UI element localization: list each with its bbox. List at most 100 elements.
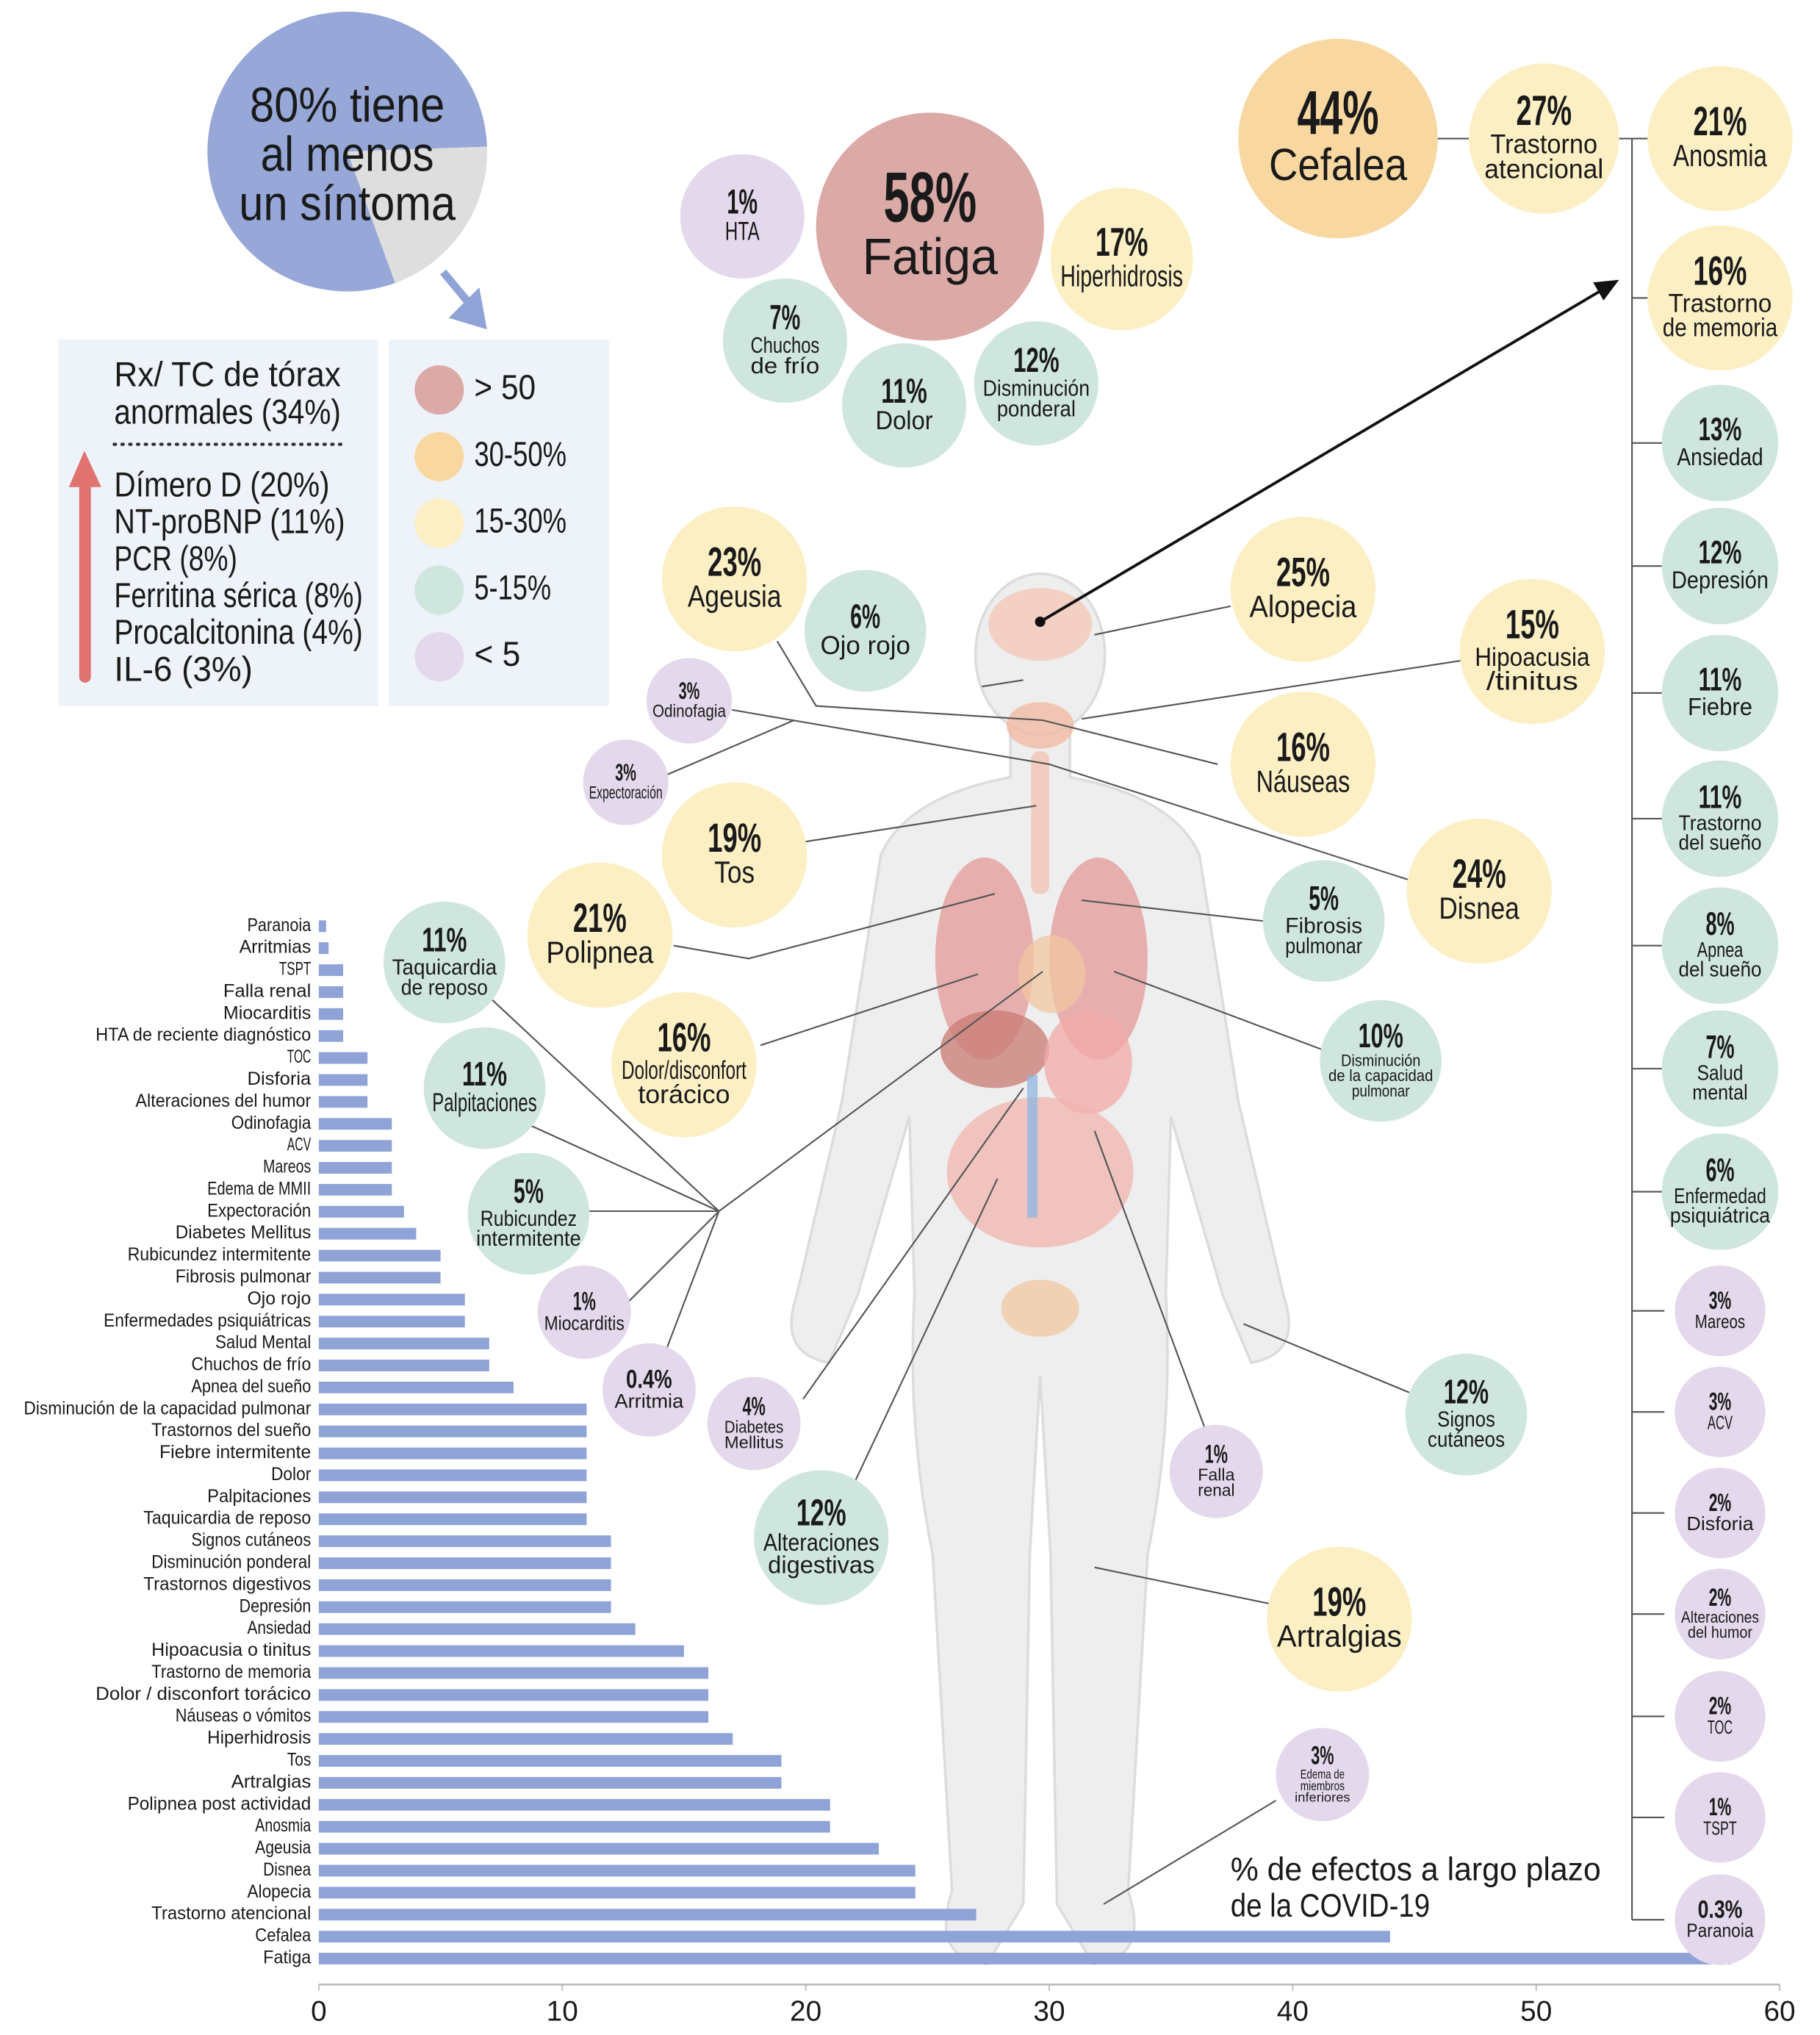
bubble-label: psiquiátrica <box>1670 1204 1771 1227</box>
bubble-label: inferiores <box>1295 1790 1350 1805</box>
bubble-label: intermitente <box>476 1227 580 1251</box>
bar <box>319 964 343 976</box>
bar <box>319 1250 441 1262</box>
bar <box>319 1316 465 1327</box>
legend-label: 30-50% <box>474 435 566 474</box>
bubble-label: /tinitus <box>1486 667 1578 696</box>
bar <box>319 1668 708 1679</box>
bubble-percent: 7% <box>770 298 801 337</box>
organ <box>1031 751 1049 894</box>
lab-item: Procalcitonina (4%) <box>114 613 362 652</box>
bar-label: Edema de MMII <box>207 1179 311 1199</box>
bar <box>319 1887 916 1898</box>
bar-label: Trastornos del sueño <box>151 1421 311 1440</box>
bar-label: Ansiedad <box>247 1618 311 1638</box>
bar <box>319 1426 586 1438</box>
bar <box>319 1755 782 1767</box>
bubble-label: renal <box>1198 1481 1234 1500</box>
bubble-label: Náuseas <box>1256 764 1350 798</box>
bubble-label: Cefalea <box>1269 140 1407 190</box>
bar-label: Salud Mental <box>215 1333 311 1353</box>
bar-label: Fibrosis pulmonar <box>176 1267 312 1287</box>
body-silhouette <box>791 719 1289 1964</box>
bubble-percent: 16% <box>657 1015 711 1060</box>
bar <box>319 1843 879 1855</box>
bar <box>319 1711 708 1723</box>
pointer-dot <box>1035 617 1046 627</box>
bar-label: Disminución de la capacidad pulmonar <box>24 1399 311 1418</box>
body-figure <box>791 574 1289 1964</box>
bubble-label: TSPT <box>1703 1818 1737 1839</box>
bubble-label: Paranoia <box>1686 1921 1754 1942</box>
bubble-percent: 44% <box>1297 79 1378 148</box>
bubble-percent: 58% <box>883 159 976 237</box>
bar <box>319 1470 586 1482</box>
bar-label: Palpitaciones <box>207 1487 311 1507</box>
bubble-percent: 5% <box>1309 879 1339 917</box>
bubble-percent: 23% <box>708 539 761 584</box>
bar-label: Ageusia <box>255 1838 311 1858</box>
bubble-label: de frío <box>751 353 820 378</box>
bar-label: Depresión <box>240 1596 312 1616</box>
bubble-label: Ageusia <box>688 578 782 613</box>
bubble-percent: 10% <box>1359 1016 1403 1055</box>
bar-label: Alteraciones del humor <box>135 1091 311 1111</box>
bar <box>319 1557 611 1569</box>
bubble-percent: 0.3% <box>1698 1895 1743 1923</box>
bar <box>319 1140 392 1152</box>
bubble-label: atencional <box>1484 154 1603 184</box>
bar <box>319 1338 489 1349</box>
bar <box>319 1535 611 1547</box>
bar <box>319 1931 1390 1942</box>
bar <box>319 1030 343 1042</box>
bubble-label: Alopecia <box>1249 589 1357 623</box>
bubble-label: Arritmia <box>614 1390 683 1412</box>
bubble-percent: 13% <box>1699 412 1742 448</box>
bubble-percent: 3% <box>679 678 700 704</box>
bubble-label: Anosmia <box>1673 138 1767 173</box>
bubble-label: Mellitus <box>724 1433 783 1452</box>
bubble-percent: 11% <box>462 1055 507 1093</box>
bar-label: Artralgias <box>231 1772 312 1792</box>
bubble-percent: 3% <box>1709 1287 1731 1315</box>
bar-label: Fatiga <box>263 1948 311 1968</box>
bar <box>319 1206 404 1218</box>
pie-arrow <box>443 272 482 324</box>
bubble-label: ACV <box>1708 1413 1733 1434</box>
page: Efectos a largo plazo de la COVID-19 htm… <box>0 0 1820 2035</box>
bubble-percent: 2% <box>1709 1584 1731 1612</box>
bar <box>319 1382 514 1393</box>
bar <box>319 1118 392 1130</box>
bubble-label: Disnea <box>1439 891 1519 925</box>
bar-label: Chuchos de frío <box>191 1355 311 1375</box>
bar <box>319 1404 586 1415</box>
bar-label: Disnea <box>263 1860 311 1880</box>
bar <box>319 1601 611 1613</box>
legend-label: 5-15% <box>474 568 551 607</box>
bar-label: Tos <box>287 1751 312 1770</box>
bubble-percent: 17% <box>1096 220 1148 265</box>
bar <box>319 1008 343 1020</box>
bubble-label: del sueño <box>1678 958 1761 981</box>
bar <box>319 1645 684 1657</box>
bar <box>319 1733 733 1745</box>
bubble-percent: 12% <box>1444 1373 1489 1411</box>
bar-label: Arritmias <box>240 938 312 958</box>
legend-swatch <box>414 365 464 414</box>
bar <box>319 1821 830 1833</box>
bar <box>319 1491 586 1503</box>
bar <box>319 1777 782 1789</box>
organ <box>1018 936 1086 1013</box>
bar-label: Trastornos digestivos <box>143 1574 311 1594</box>
lab-item: Dímero D (20%) <box>114 465 329 504</box>
bubble-label: Artralgias <box>1277 1619 1402 1654</box>
bar-label: Enfermedades psiquiátricas <box>104 1311 311 1331</box>
bubble-label: pulmonar <box>1352 1082 1410 1100</box>
bar <box>319 986 343 998</box>
bubble-percent: 11% <box>1699 779 1742 815</box>
organ <box>1001 1279 1079 1337</box>
bubble-percent: 15% <box>1506 601 1559 647</box>
bubble-percent: 12% <box>1013 341 1060 380</box>
legend-swatch <box>414 632 464 681</box>
bubble-percent: 11% <box>422 920 467 958</box>
